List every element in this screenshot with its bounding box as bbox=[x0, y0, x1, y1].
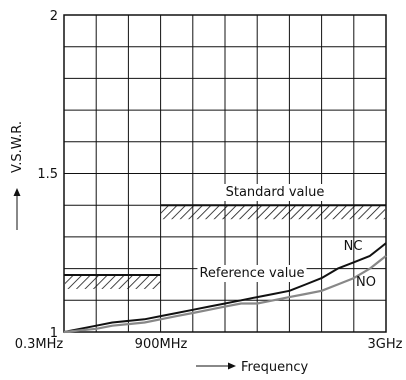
x-tick-label: 0.3MHz bbox=[15, 337, 64, 352]
x-axis-title: Frequency bbox=[196, 360, 308, 375]
reference-hatch bbox=[65, 274, 161, 289]
series-label-nc: NC bbox=[344, 239, 363, 254]
y-axis-label: V.S.W.R. bbox=[10, 121, 25, 173]
plot-frame bbox=[63, 14, 387, 333]
y-tick-label: 1 bbox=[50, 326, 58, 341]
y-axis-title: V.S.W.R. bbox=[10, 121, 25, 230]
series-line-no bbox=[63, 255, 387, 334]
x-tick-label: 900MHz bbox=[135, 337, 188, 352]
standard-value-label: Standard value bbox=[226, 185, 325, 200]
reference-label-bg bbox=[197, 265, 307, 282]
x-axis-label: Frequency bbox=[241, 360, 308, 375]
reference-value-label: Reference value bbox=[199, 266, 304, 281]
standard-hatch bbox=[160, 205, 385, 220]
series-line-nc bbox=[63, 242, 387, 333]
standard-label-bg bbox=[223, 184, 327, 201]
x-tick-label: 3GHz bbox=[368, 337, 403, 352]
y-tick-label: 1.5 bbox=[37, 167, 58, 182]
series-label-no: NO bbox=[356, 275, 376, 290]
series-layer bbox=[63, 242, 387, 334]
y-tick-labels: 2 1.5 1 bbox=[37, 9, 58, 341]
y-tick-label: 2 bbox=[50, 9, 58, 24]
x-tick-labels: 0.3MHz 900MHz 3GHz bbox=[15, 337, 403, 352]
